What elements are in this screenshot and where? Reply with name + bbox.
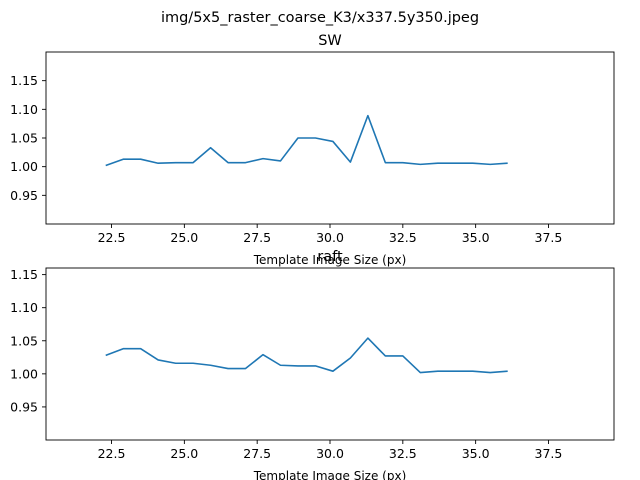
chart-title: SW (318, 33, 342, 49)
series-line-1 (105, 114, 508, 167)
y-tick-label: 1.15 (10, 267, 38, 282)
x-axis-label: Template Image Size (px) (253, 253, 407, 267)
x-tick-label: 30.0 (316, 446, 344, 461)
x-tick-label: 22.5 (98, 446, 126, 461)
y-tick-label: 1.10 (10, 300, 38, 315)
chart-panel-2: raft 0.95 1.00 1.05 1.10 1.15 22.5 25.0 27.5 30.0… (10, 249, 615, 480)
x-tick-label: 25.0 (170, 446, 198, 461)
x-tick-label: 35.0 (462, 446, 490, 461)
y-tick-label: 1.00 (10, 366, 38, 381)
plot-frame (45, 267, 615, 441)
x-tick-label: 27.5 (243, 446, 271, 461)
x-tick-label: 35.0 (462, 230, 490, 245)
x-tick-label: 37.5 (535, 446, 563, 461)
chart-title: raft (317, 249, 343, 265)
plot-frame (45, 51, 615, 225)
x-tick-label: 22.5 (98, 230, 126, 245)
x-axis-label: Template Image Size (px) (253, 469, 407, 480)
x-tick-label: 27.5 (243, 230, 271, 245)
y-tick-label: 1.05 (10, 131, 38, 146)
x-tick-label: 32.5 (389, 446, 417, 461)
y-tick-label: 1.05 (10, 333, 38, 348)
y-tick-label: 1.10 (10, 102, 38, 117)
x-tick-label: 25.0 (170, 230, 198, 245)
x-tick-label: 32.5 (389, 230, 417, 245)
figure-suptitle: img/5x5_raster_coarse_K3/x337.5y350.jpeg (161, 10, 479, 26)
y-tick-label: 1.00 (10, 159, 38, 174)
chart-panel-1: SW 0.95 1.00 1.05 1.10 1.15 22.5 25.0 27.5 30.0 32… (10, 33, 615, 267)
series-line-1 (105, 337, 508, 374)
y-tick-label: 1.15 (10, 73, 38, 88)
y-tick-label: 0.95 (10, 188, 38, 203)
x-tick-label: 37.5 (535, 230, 563, 245)
y-tick-label: 0.95 (10, 399, 38, 414)
x-tick-label: 30.0 (316, 230, 344, 245)
